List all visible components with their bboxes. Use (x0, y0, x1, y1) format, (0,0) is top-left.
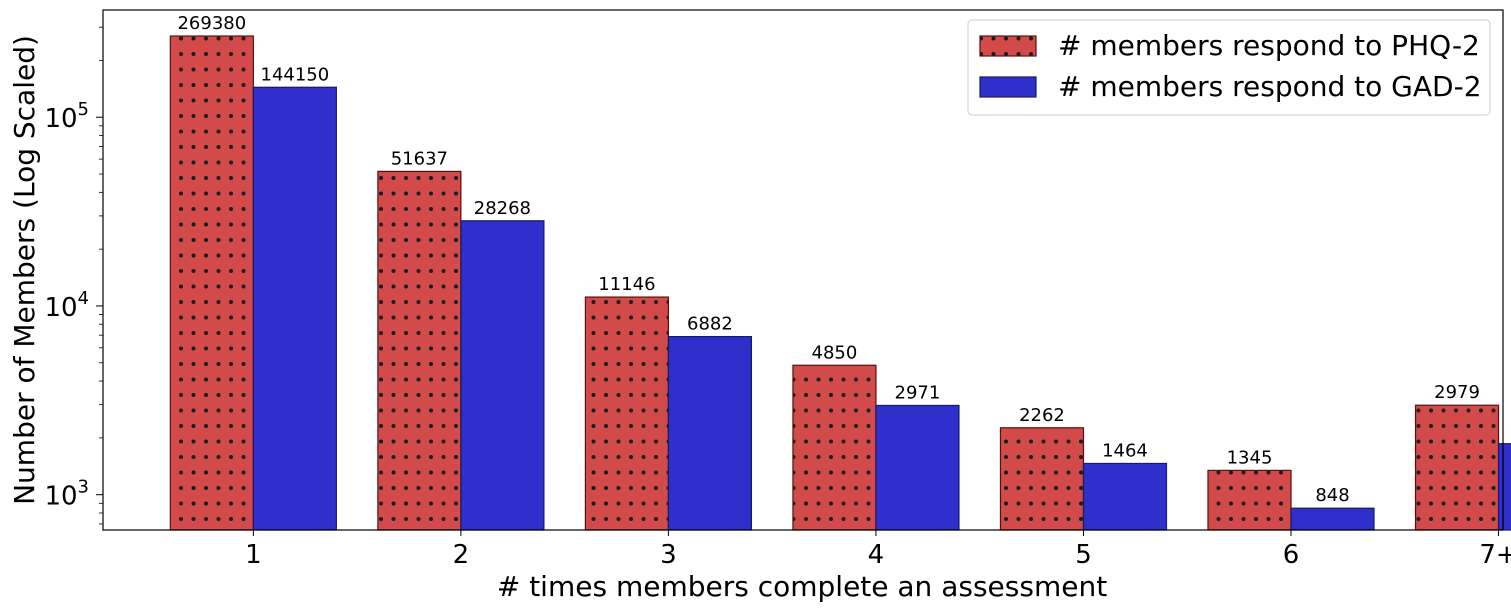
data-label-s1-6: 848 (1315, 485, 1349, 506)
data-label-s0-5: 2262 (1019, 405, 1065, 426)
bar-s0-7+ (1414, 404, 1500, 531)
bar-s0-3 (584, 296, 670, 531)
bar-s1-3 (667, 335, 753, 531)
data-label-s0-4: 4850 (812, 342, 858, 363)
legend-swatch-s0 (979, 35, 1037, 57)
legend-box (967, 19, 1491, 116)
x-tick-label-5: 5 (1075, 540, 1092, 570)
bar-s0-4 (792, 364, 877, 531)
x-tick-label-7+: 7+ (1479, 540, 1511, 570)
bar-s1-5 (1082, 462, 1168, 531)
plot-frame (102, 9, 1504, 531)
x-tick-label-2: 2 (453, 540, 470, 570)
legend-label-s0: # members respond to PHQ-2 (1058, 29, 1480, 62)
legend-label-s1: # members respond to GAD-2 (1058, 70, 1482, 103)
bar-s0-2 (377, 170, 462, 531)
legend-swatch-s1 (979, 76, 1037, 98)
data-label-s0-2: 51637 (391, 148, 448, 169)
data-label-s1-1: 144150 (261, 64, 330, 85)
x-tick-label-4: 4 (868, 540, 885, 570)
data-label-s0-7+: 2979 (1434, 382, 1480, 403)
x-tick-label-1: 1 (245, 540, 262, 570)
bar-s1-4 (875, 404, 960, 531)
bar-s1-7+ (1497, 443, 1511, 531)
bar-s1-2 (460, 220, 545, 531)
data-label-s0-6: 1345 (1227, 447, 1273, 468)
y-tick-label-3: 103 (44, 477, 89, 512)
x-tick-label-6: 6 (1283, 540, 1300, 570)
data-label-s0-3: 11146 (598, 274, 655, 295)
bar-s0-1 (169, 35, 254, 531)
y-tick-label-4: 104 (44, 288, 89, 323)
bar-s0-5 (999, 427, 1085, 531)
data-label-s1-2: 28268 (474, 198, 531, 219)
data-label-s1-4: 2971 (895, 382, 941, 403)
data-label-s0-1: 269380 (177, 13, 246, 34)
y-axis-label: Number of Members (Log Scaled) (8, 35, 41, 505)
x-tick-label-3: 3 (660, 540, 677, 570)
x-axis-label: # times members complete an assessment (497, 570, 1107, 603)
data-label-s1-5: 1464 (1102, 440, 1148, 461)
legend: # members respond to PHQ-2 # members resp… (967, 19, 1491, 116)
data-label-s1-3: 6882 (687, 314, 733, 335)
y-tick-label-5: 105 (44, 99, 89, 134)
bar-s1-1 (252, 86, 337, 531)
bar-s0-6 (1207, 469, 1292, 531)
bar-s1-6 (1290, 507, 1375, 531)
